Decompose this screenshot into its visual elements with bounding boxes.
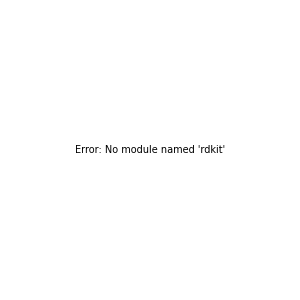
Text: Error: No module named 'rdkit': Error: No module named 'rdkit' [75, 145, 225, 155]
